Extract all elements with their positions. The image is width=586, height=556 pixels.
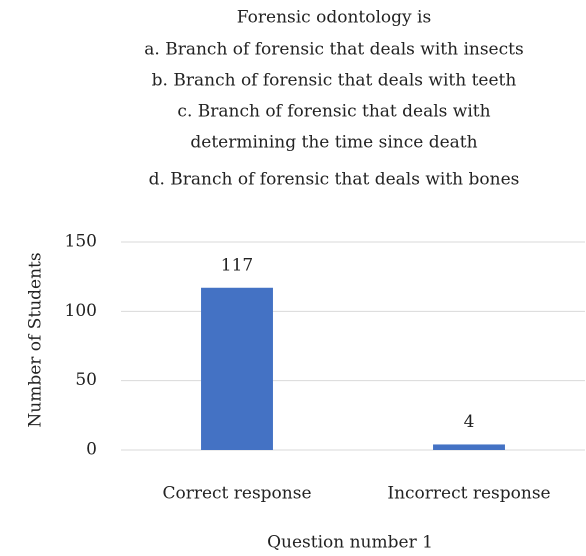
x-axis-title: Question number 1 <box>267 533 433 553</box>
chart-title: b. Branch of forensic that deals with te… <box>152 71 517 91</box>
x-tick-label: Incorrect response <box>387 484 550 504</box>
chart-title: determining the time since death <box>190 133 477 153</box>
chart-title: d. Branch of forensic that deals with bo… <box>149 170 520 190</box>
chart-title: c. Branch of forensic that deals with <box>177 102 490 122</box>
y-tick-label: 50 <box>75 370 97 390</box>
chart-title: a. Branch of forensic that deals with in… <box>144 40 523 60</box>
y-tick-label: 100 <box>65 301 97 321</box>
y-axis-title: Number of Students <box>26 252 46 427</box>
x-tick-label: Correct response <box>162 484 311 504</box>
y-tick-label: 0 <box>86 440 97 460</box>
data-label: 117 <box>221 255 253 275</box>
y-tick-label: 150 <box>65 232 97 252</box>
chart-title: Forensic odontology is <box>237 8 431 28</box>
bar <box>201 287 273 450</box>
bar <box>433 444 505 450</box>
data-label: 4 <box>464 412 475 432</box>
